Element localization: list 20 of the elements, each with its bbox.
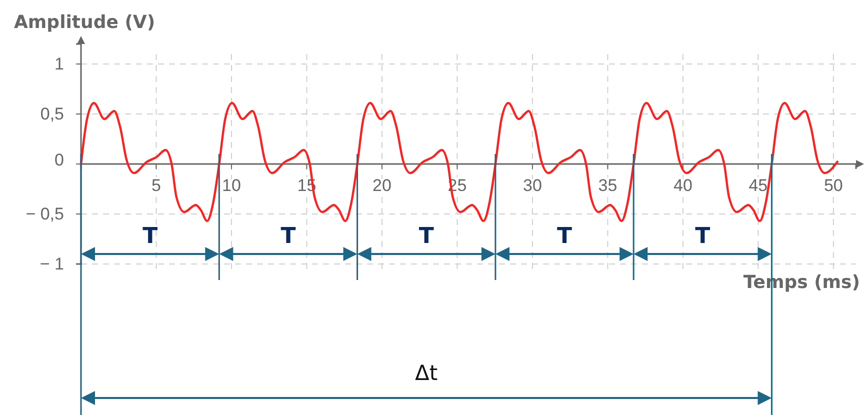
x-tick-label: 10 [222, 176, 241, 196]
y-tick-label: 0,5 [40, 104, 64, 124]
y-tick-label: 0 [54, 150, 64, 170]
x-tick-label: 30 [522, 176, 542, 196]
annotation: T [695, 224, 710, 250]
y-axis-title: Amplitude (V) [14, 12, 156, 33]
annotation: T [142, 224, 158, 250]
y-tick-label: − 1 [40, 254, 64, 274]
annotation: T [557, 224, 572, 250]
y-tick-label: − 0,5 [26, 204, 64, 224]
x-tick-label: 5 [152, 176, 161, 196]
x-tick-label: 45 [748, 176, 768, 196]
x-tick-label: 20 [372, 176, 392, 196]
text: Δt [415, 361, 438, 385]
x-tick-label: 35 [598, 176, 618, 196]
annotation: T [280, 224, 296, 250]
x-tick-label: 50 [824, 176, 843, 196]
y-tick-label: 1 [54, 54, 64, 74]
x-tick-label: 40 [673, 176, 692, 196]
annotation: T [418, 224, 434, 250]
